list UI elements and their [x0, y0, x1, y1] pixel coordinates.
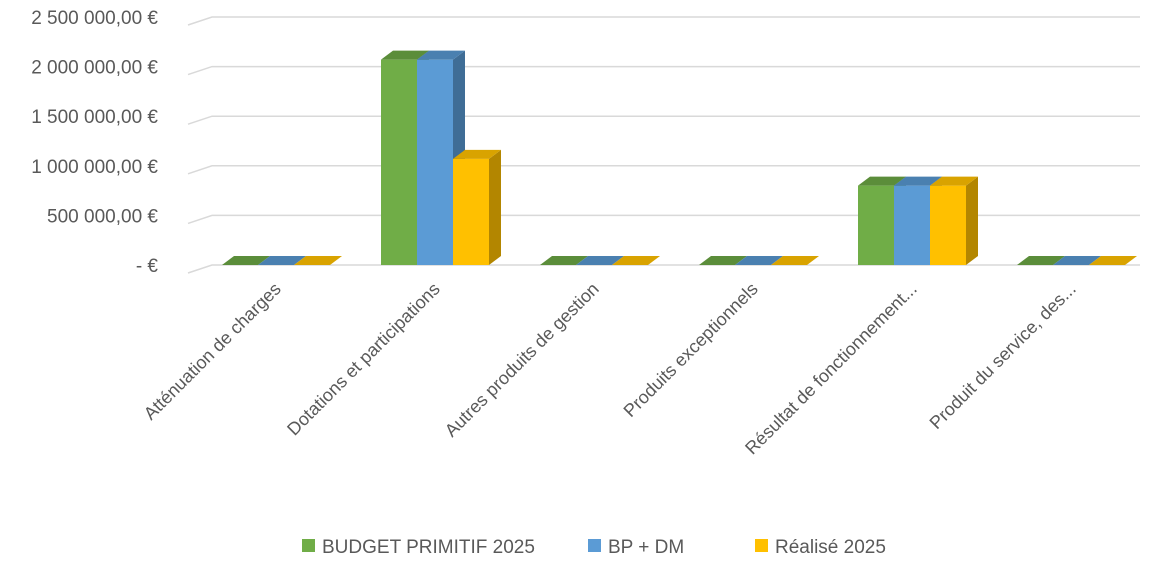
x-tick-label: Atténuation de charges [140, 279, 285, 424]
x-tick-label: Autres produits de gestion [441, 279, 603, 441]
legend-label: BUDGET PRIMITIF 2025 [322, 537, 535, 558]
gridline [187, 264, 1140, 274]
bar [735, 256, 783, 265]
bar [258, 256, 306, 265]
y-tick-label: 2 000 000,00 € [31, 58, 158, 79]
bar [930, 176, 978, 265]
bars [222, 50, 1137, 265]
bar [612, 256, 660, 265]
y-tick-label: 1 500 000,00 € [31, 107, 158, 128]
bar [294, 256, 342, 265]
gridline [187, 115, 1140, 125]
legend-label: BP + DM [608, 537, 684, 558]
bar [1089, 256, 1137, 265]
gridline [187, 165, 1140, 175]
y-tick-label: 2 500 000,00 € [31, 8, 158, 29]
x-tick-label: Produit du service, des... [926, 279, 1080, 433]
legend-swatch [302, 539, 315, 552]
x-tick-label: Résultat de fonctionnement... [741, 279, 921, 459]
gridline [187, 214, 1140, 225]
bar [417, 50, 465, 265]
gridlines [187, 16, 1140, 274]
legend: BUDGET PRIMITIF 2025 BP + DM Réalisé 2025 [302, 537, 886, 558]
y-axis-ticks: - € 500 000,00 € 1 000 000,00 € 1 500 000,0… [31, 8, 158, 277]
gridline [187, 16, 1140, 26]
bar [771, 256, 819, 265]
bar [453, 149, 501, 265]
gridline [187, 65, 1140, 76]
x-tick-label: Produits exceptionnels [620, 279, 762, 421]
bar [1053, 256, 1101, 265]
legend-swatch [588, 539, 601, 552]
legend-item: BP + DM [588, 537, 684, 558]
y-tick-label: 1 000 000,00 € [31, 157, 158, 178]
bar [699, 256, 747, 265]
bar [1017, 256, 1065, 265]
y-tick-label: 500 000,00 € [47, 206, 158, 227]
legend-item: Réalisé 2025 [755, 537, 886, 558]
legend-swatch [755, 539, 768, 552]
bar [576, 256, 624, 265]
x-tick-label: Dotations et participations [283, 279, 444, 440]
bar [222, 256, 270, 265]
legend-item: BUDGET PRIMITIF 2025 [302, 537, 535, 558]
y-tick-label: - € [136, 256, 159, 277]
bar [540, 256, 588, 265]
legend-label: Réalisé 2025 [775, 537, 886, 558]
